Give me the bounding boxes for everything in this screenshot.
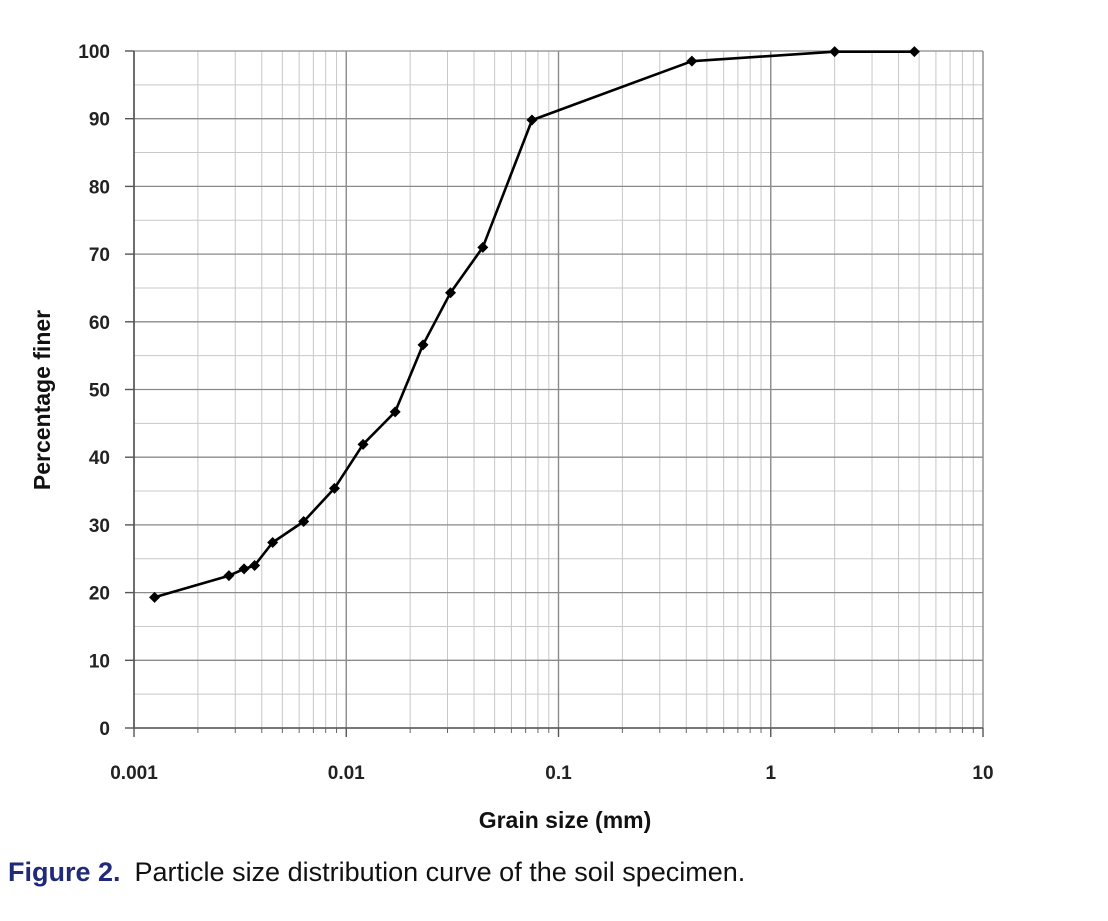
data-point-marker [149,591,161,603]
data-point-marker [328,482,340,494]
figure-caption: Figure 2. Particle size distribution curv… [8,857,745,888]
data-point-marker [908,46,920,58]
axes [133,51,983,729]
data-point-marker [445,287,457,299]
data-point-marker [829,46,841,58]
y-tick-label: 40 [89,448,110,469]
data-point-marker [357,438,369,450]
y-tick-label: 20 [89,584,110,605]
major-gridlines [125,50,984,737]
x-tick-label: 10 [972,763,993,784]
figure-label: Figure 2. [8,857,121,887]
figure-caption-text: Particle size distribution curve of the … [134,857,746,887]
data-point-marker [686,55,698,67]
y-tick-labels: 0 10 20 30 40 50 60 70 80 90 100 [78,42,110,740]
data-point-marker [238,563,250,575]
data-point-marker [526,114,538,126]
y-tick-label: 90 [89,110,110,131]
x-tick-label: 0.1 [545,763,572,784]
data-point-marker [223,570,235,582]
data-point-marker [298,516,310,528]
y-tick-label: 0 [99,719,110,740]
data-point-marker [477,241,489,253]
y-axis-title: Percentage finer [29,310,55,490]
x-tick-label: 1 [765,763,776,784]
y-tick-label: 100 [78,42,110,63]
particle-size-chart: 0.001 0.01 0.1 1 10 0 10 20 30 40 50 60 70 80 90 100 G… [29,42,994,833]
x-tick-label: 0.001 [110,763,158,784]
data-point-marker [389,406,401,418]
y-tick-label: 50 [89,381,110,402]
y-tick-label: 30 [89,516,110,537]
y-tick-label: 80 [89,177,110,198]
data-point-marker [249,560,261,572]
series-group [149,46,920,603]
data-point-marker [267,537,279,549]
y-tick-label: 10 [89,651,110,672]
x-tick-label: 0.01 [328,763,365,784]
y-tick-label: 60 [89,313,110,334]
series-line [154,50,915,599]
x-tick-labels: 0.001 0.01 0.1 1 10 [110,763,993,784]
y-tick-label: 70 [89,245,110,266]
data-point-marker [417,339,429,351]
x-axis-title: Grain size (mm) [479,807,652,833]
